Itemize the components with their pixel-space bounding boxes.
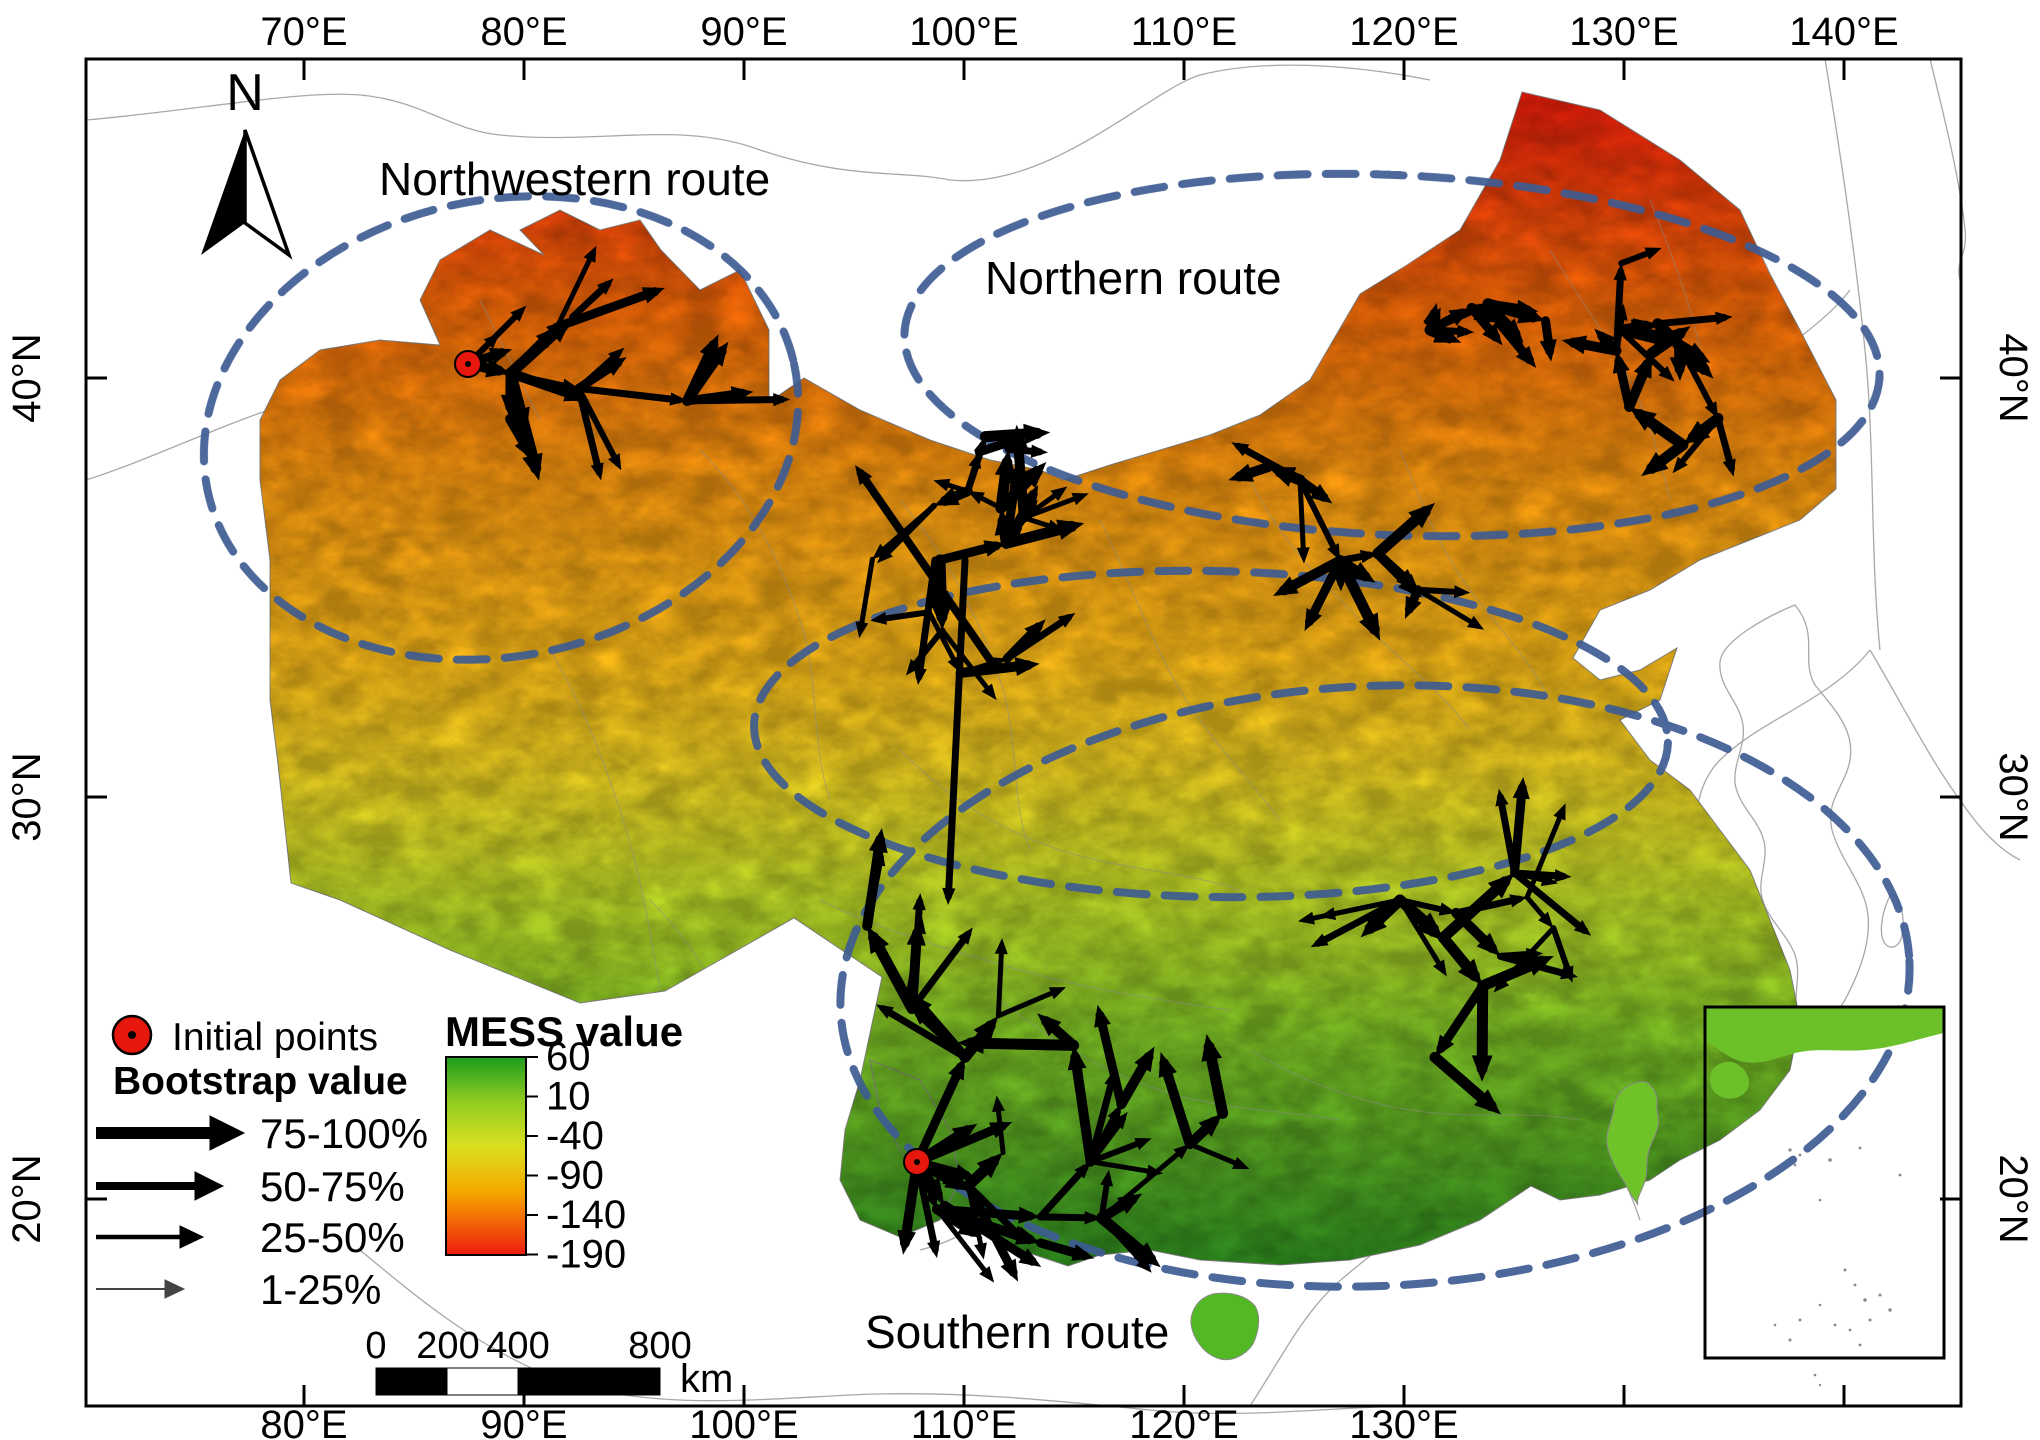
svg-text:140°E: 140°E (1789, 10, 1898, 54)
svg-text:40°N: 40°N (1991, 333, 2035, 422)
svg-text:Bootstrap value: Bootstrap value (113, 1060, 408, 1103)
svg-text:100°E: 100°E (689, 1403, 798, 1440)
svg-text:-140: -140 (546, 1193, 626, 1237)
svg-text:10: 10 (546, 1075, 591, 1119)
svg-text:km: km (680, 1357, 733, 1401)
svg-text:30°N: 30°N (1991, 752, 2035, 841)
svg-text:-90: -90 (546, 1154, 604, 1198)
svg-text:Northern route: Northern route (985, 252, 1282, 304)
svg-text:Initial points: Initial points (172, 1016, 378, 1059)
svg-text:75-100%: 75-100% (260, 1110, 428, 1157)
svg-text:-190: -190 (546, 1233, 626, 1277)
svg-text:90°E: 90°E (700, 10, 787, 54)
svg-text:N: N (226, 64, 264, 122)
svg-text:60: 60 (546, 1035, 591, 1079)
svg-text:-40: -40 (546, 1114, 604, 1158)
svg-text:Southern route: Southern route (865, 1306, 1169, 1358)
svg-text:110°E: 110°E (1131, 10, 1237, 54)
svg-text:0: 0 (365, 1325, 386, 1367)
svg-text:40°N: 40°N (5, 333, 49, 422)
svg-text:20°N: 20°N (5, 1154, 49, 1243)
svg-text:80°E: 80°E (260, 1403, 347, 1440)
svg-text:80°E: 80°E (480, 10, 567, 54)
svg-text:Northwestern route: Northwestern route (379, 153, 770, 205)
svg-text:400: 400 (486, 1325, 549, 1367)
svg-text:120°E: 120°E (1129, 1403, 1238, 1440)
svg-text:25-50%: 25-50% (260, 1214, 405, 1261)
svg-text:70°E: 70°E (260, 10, 347, 54)
svg-text:130°E: 130°E (1569, 10, 1678, 54)
svg-text:200: 200 (416, 1325, 479, 1367)
svg-text:110°E: 110°E (911, 1403, 1017, 1440)
svg-text:120°E: 120°E (1349, 10, 1458, 54)
svg-text:30°N: 30°N (5, 752, 49, 841)
svg-text:90°E: 90°E (480, 1403, 567, 1440)
svg-text:1-25%: 1-25% (260, 1266, 381, 1313)
svg-text:130°E: 130°E (1349, 1403, 1458, 1440)
svg-text:100°E: 100°E (909, 10, 1018, 54)
svg-text:20°N: 20°N (1991, 1154, 2035, 1243)
svg-text:50-75%: 50-75% (260, 1163, 405, 1210)
